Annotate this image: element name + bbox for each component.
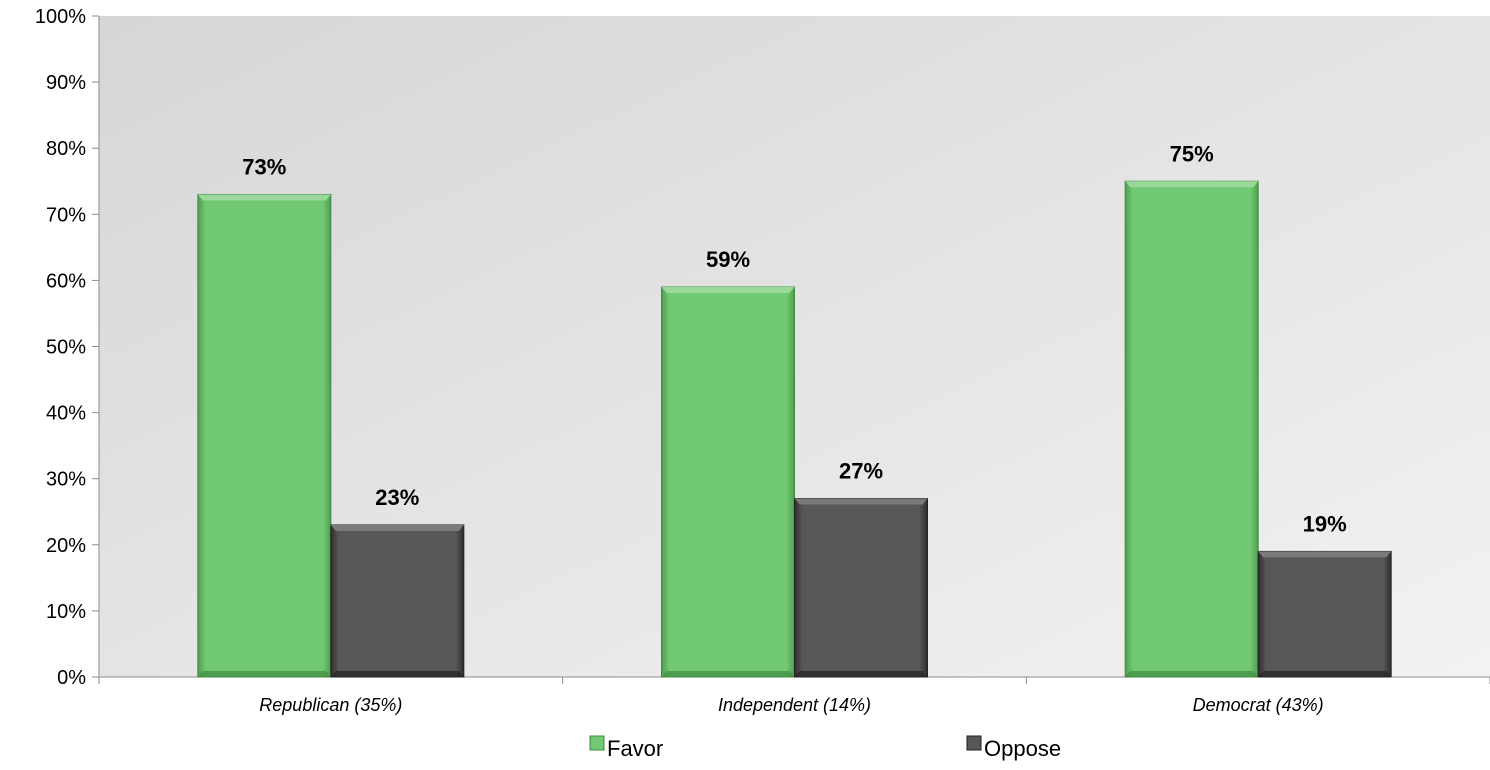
y-tick-label: 50% xyxy=(46,337,86,359)
y-tick-label: 10% xyxy=(46,601,86,623)
legend-swatch xyxy=(589,735,605,751)
data-label-favor: 59% xyxy=(706,247,750,272)
data-label-favor: 75% xyxy=(1170,141,1214,166)
data-label-favor: 73% xyxy=(242,154,286,179)
y-tick-label: 100% xyxy=(35,6,86,28)
data-label-oppose: 19% xyxy=(1303,511,1347,536)
bar-bevel-bottom xyxy=(1125,671,1259,677)
legend-swatch xyxy=(966,735,982,751)
y-tick-label: 30% xyxy=(46,469,86,491)
data-labels-group: 73% 23% 59% 27% 75% 19% xyxy=(242,141,1346,536)
y-tick-label: 60% xyxy=(46,270,86,292)
bar-favor-2 xyxy=(1124,180,1259,678)
bar-rect xyxy=(661,286,795,678)
legend: Favor Oppose xyxy=(589,735,1061,761)
bar-oppose-0 xyxy=(330,524,465,678)
y-tick-label: 70% xyxy=(46,204,86,226)
y-tick-label: 90% xyxy=(46,72,86,94)
bar-bevel-bottom xyxy=(794,671,928,677)
y-tick-label: 20% xyxy=(46,535,86,557)
category-label: Republican (35%) xyxy=(259,695,402,715)
bar-rect xyxy=(197,193,332,678)
legend-item-favor: Favor xyxy=(589,735,663,761)
bar-bevel-bottom xyxy=(330,671,464,677)
bar-rect xyxy=(794,498,928,678)
bar-bevel-top xyxy=(197,194,331,201)
bar-bevel-top xyxy=(330,524,464,531)
bars-group xyxy=(197,180,1392,678)
legend-label: Oppose xyxy=(984,736,1061,761)
bar-bevel-top xyxy=(794,498,928,505)
bar-oppose-2 xyxy=(1257,550,1392,678)
legend-label: Favor xyxy=(607,736,663,761)
y-tick-label: 0% xyxy=(57,667,86,689)
bar-bevel-bottom xyxy=(197,671,331,677)
bar-rect xyxy=(330,524,465,678)
legend-item-oppose: Oppose xyxy=(966,735,1061,761)
y-axis: 0% 10% 20% 30% 40% 50% 60% 70% 80% 90% 100% xyxy=(35,6,100,689)
bar-bevel-top xyxy=(1258,551,1392,558)
bar-bevel-bottom xyxy=(661,671,795,677)
bar-oppose-1 xyxy=(794,498,928,678)
data-label-oppose: 23% xyxy=(375,485,419,510)
y-tick-label: 80% xyxy=(46,138,86,160)
data-label-oppose: 27% xyxy=(839,459,883,484)
bar-rect xyxy=(1257,550,1392,678)
bar-bevel-bottom xyxy=(1258,671,1392,677)
bar-favor-1 xyxy=(661,286,795,678)
x-axis: Republican (35%) Independent (14%) Democra… xyxy=(98,676,1490,715)
category-label: Democrat (43%) xyxy=(1193,695,1324,715)
bar-favor-0 xyxy=(197,193,332,678)
y-tick-label: 40% xyxy=(46,403,86,425)
bar-rect xyxy=(1124,180,1259,678)
category-label: Independent (14%) xyxy=(718,695,871,715)
bar-bevel-top xyxy=(661,287,795,294)
bar-bevel-top xyxy=(1125,181,1259,188)
